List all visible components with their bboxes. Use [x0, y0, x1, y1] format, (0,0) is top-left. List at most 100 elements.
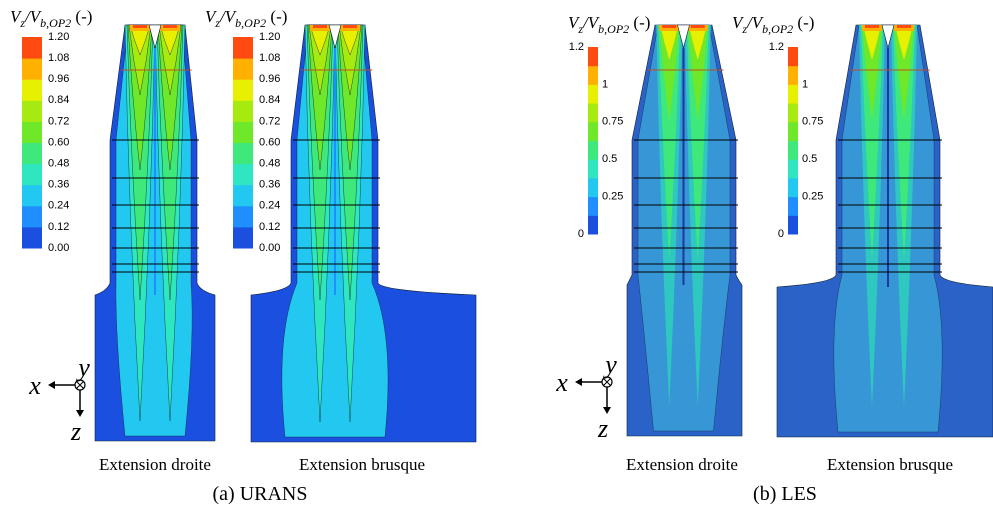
colorbar-tick: 0.12: [259, 221, 280, 233]
colorbar-tick: 0: [578, 228, 584, 240]
colorbar-step: [233, 226, 253, 249]
colorbar-step: [233, 58, 253, 80]
label-part: z: [741, 22, 747, 36]
jet: [686, 25, 709, 260]
label-part: (-): [629, 13, 650, 32]
colorbar-step: [22, 142, 42, 165]
colorbar-step: [788, 177, 798, 198]
wedge: [148, 24, 162, 50]
colorbar-tick: 0: [778, 228, 784, 240]
label-part: /V: [219, 7, 238, 26]
colorbar-tick: 1.2: [569, 41, 584, 53]
colorbar-label: Vz/Vb,OP2 (-): [732, 13, 814, 36]
jet: [338, 24, 362, 96]
jet: [308, 24, 332, 96]
colorbar-tick: 0.96: [259, 73, 280, 85]
colorbar-tick: 0.5: [802, 153, 817, 165]
wedge: [328, 24, 342, 50]
colorbar-tick: 0.36: [48, 179, 69, 191]
colorbar-step: [588, 215, 598, 235]
panel-caption: (a) URANS: [213, 483, 308, 505]
wedge: [677, 24, 690, 50]
panel-caption: (b) LES: [753, 483, 817, 505]
colorbar-tick: 1.20: [259, 31, 280, 43]
colorbar-step: [788, 196, 798, 216]
wedge: [881, 24, 895, 50]
label-part: V: [568, 13, 581, 32]
colorbar-tick: 0.72: [48, 115, 69, 127]
colorbar-step: [588, 121, 598, 141]
arrow-head: [76, 410, 84, 417]
label-part: b,OP2: [235, 16, 266, 30]
colorbar-step: [233, 37, 253, 59]
colorbar-tick: 0.00: [259, 242, 280, 254]
colorbar-tick: 0.96: [48, 73, 69, 85]
colorbar-step: [788, 215, 798, 235]
jet: [862, 25, 882, 120]
jet-tip: [897, 25, 911, 28]
colorbar-tick: 0.25: [602, 191, 623, 203]
caption: Extension brusque: [827, 455, 953, 474]
jet: [688, 25, 707, 60]
colorbar-step: [233, 184, 253, 207]
jet: [660, 25, 679, 60]
colorbar-step: [588, 84, 598, 104]
colorbar-step: [233, 205, 253, 228]
colorbar-tick: 0.48: [48, 158, 69, 170]
colorbar-label: Vz/Vb,OP2 (-): [10, 7, 92, 30]
arrow-head: [48, 381, 55, 389]
colorbar-tick: 1: [602, 78, 608, 90]
colorbar-tick: 1: [802, 78, 808, 90]
label-part: z: [214, 16, 220, 30]
jet: [158, 24, 182, 96]
label-part: z: [577, 22, 583, 36]
colorbar-step: [22, 163, 42, 186]
colorbar-step: [233, 142, 253, 165]
label-part: (-): [71, 7, 92, 26]
out-of-plane-cross: [603, 378, 611, 386]
colorbar-tick: 0.84: [48, 94, 69, 106]
colorbar-step: [22, 100, 42, 122]
jet: [895, 25, 913, 60]
jet-tip: [343, 25, 357, 28]
colorbar-step: [22, 184, 42, 207]
colorbar-tick: 0.60: [259, 136, 280, 148]
colorbar-step: [588, 47, 598, 67]
label-part: V: [732, 13, 745, 32]
colorbar-step: [588, 65, 598, 85]
colorbar-tick: 0.00: [48, 242, 69, 254]
axis-label: y: [602, 350, 617, 379]
label-part: (-): [793, 13, 814, 32]
caption: Extension droite: [99, 455, 211, 474]
colorbar-step: [788, 65, 798, 85]
axis-label: z: [70, 417, 81, 446]
jet-tip: [163, 25, 177, 28]
colorbar-label: Vz/Vb,OP2 (-): [205, 7, 287, 30]
colorbar-tick: 0.24: [48, 200, 69, 212]
axis-label: x: [555, 368, 568, 397]
caption: Extension brusque: [299, 455, 425, 474]
axis-label: z: [597, 414, 608, 443]
jet: [863, 25, 881, 60]
colorbar-tick: 0.24: [259, 200, 280, 212]
colorbar-tick: 0.72: [259, 115, 280, 127]
arrow-head: [603, 407, 611, 414]
jet: [659, 25, 680, 120]
colorbar-step: [588, 103, 598, 123]
caption: Extension droite: [626, 455, 738, 474]
colorbar-tick: 0.75: [602, 116, 623, 128]
jet-tip: [133, 25, 147, 28]
colorbar-step: [588, 140, 598, 160]
jet: [128, 24, 152, 96]
colorbar-tick: 1.08: [259, 52, 280, 64]
colorbar-tick: 0.84: [259, 94, 280, 106]
jet-tip: [662, 25, 677, 28]
colorbar-step: [22, 58, 42, 80]
label-part: /V: [582, 13, 601, 32]
label-part: /V: [746, 13, 765, 32]
colorbar-step: [22, 205, 42, 228]
label-part: z: [19, 16, 25, 30]
jet: [687, 25, 708, 120]
jet-tip: [313, 25, 327, 28]
